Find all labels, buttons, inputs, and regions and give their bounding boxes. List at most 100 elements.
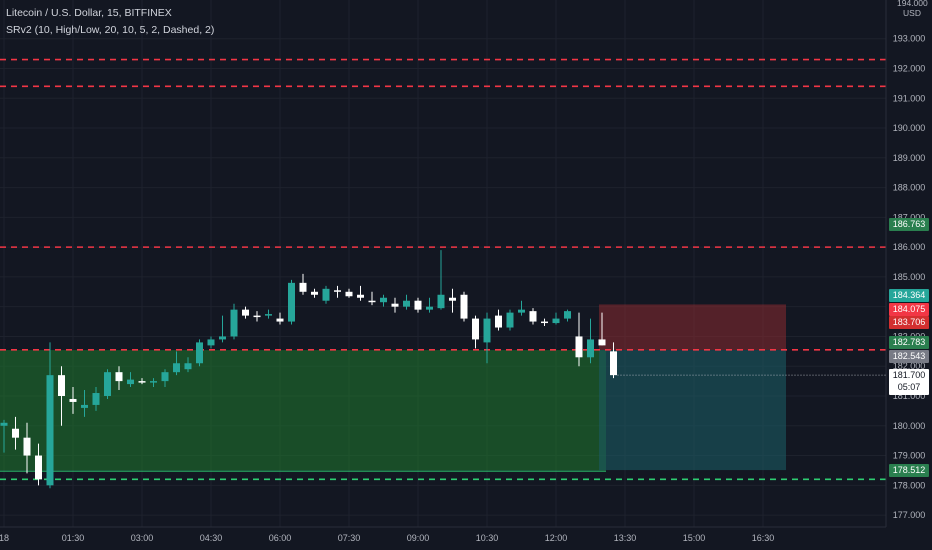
candle-up	[184, 357, 192, 373]
time-axis-ticks[interactable]: 18 01:30 03:00 04:30 06:00 07:30 09:00 10:30 12:…	[0, 533, 774, 543]
candle-body	[35, 455, 42, 480]
candle-body	[196, 342, 203, 364]
candle-body	[104, 372, 111, 396]
candle-down	[575, 312, 583, 367]
currency-label[interactable]: 194.000 USD	[897, 0, 928, 18]
candle-body	[610, 351, 617, 376]
candle-up	[506, 309, 514, 331]
price-tag: 178.512	[889, 463, 929, 477]
price-tick-label: 178.000	[893, 480, 926, 490]
candle-body	[12, 428, 19, 438]
candle-up	[150, 378, 157, 388]
price-tick-label: 192.000	[893, 63, 926, 73]
symbol-title[interactable]: Litecoin / U.S. Dollar, 15, BITFINEX	[6, 7, 172, 19]
candle-body	[345, 291, 353, 297]
candle-body	[265, 314, 272, 316]
time-tick-label: 13:30	[614, 533, 637, 543]
axis-top-price: 194.000	[897, 0, 928, 8]
price-tick-label: 186.000	[893, 242, 926, 252]
candle-body	[230, 309, 238, 337]
candle-down	[138, 378, 146, 385]
price-tag: 182.783	[889, 336, 929, 350]
candle-body	[414, 300, 422, 310]
candle-up	[207, 336, 215, 349]
long-position-zone	[0, 350, 606, 471]
candle-down	[449, 288, 456, 313]
time-tick-label: 03:00	[131, 533, 154, 543]
candle-down	[460, 291, 468, 322]
candle-up	[104, 369, 111, 399]
candle-up	[403, 294, 410, 310]
price-tag: 186.763	[889, 217, 929, 231]
candle-body	[426, 306, 433, 310]
candle-body	[46, 375, 54, 486]
price-tag: 182.543	[889, 349, 929, 363]
candle-up	[564, 309, 571, 322]
time-tick-label: 07:30	[338, 533, 361, 543]
candle-up	[46, 342, 54, 489]
candle-down	[276, 312, 284, 325]
candle-body	[219, 336, 226, 340]
price-tick-label: 180.000	[893, 421, 926, 431]
candle-body	[58, 375, 65, 396]
time-tick-label: 06:00	[269, 533, 292, 543]
candle-body	[81, 404, 88, 408]
indicator-legend[interactable]: SRv2 (10, High/Low, 20, 10, 5, 2, Dashed…	[6, 24, 215, 36]
candle-body	[138, 381, 146, 383]
candle-body	[311, 291, 318, 295]
candle-body	[437, 294, 445, 309]
price-tick-label: 193.000	[893, 34, 926, 44]
candle-up	[92, 387, 100, 411]
candle-down	[311, 288, 318, 298]
time-axis-panel	[0, 527, 932, 550]
candle-up	[322, 285, 330, 304]
price-tick-label: 188.000	[893, 183, 926, 193]
current-price-value: 181.700	[892, 370, 926, 381]
candle-down	[472, 315, 479, 349]
candle-up	[161, 369, 169, 388]
candles	[0, 250, 617, 489]
candle-down	[391, 297, 399, 313]
candle-down	[529, 308, 537, 325]
candle-down	[23, 422, 31, 474]
candle-body	[483, 318, 491, 343]
current-price-tag: 181.700 05:07	[889, 369, 929, 396]
candle-down	[610, 342, 617, 379]
price-tag: 184.364	[889, 289, 929, 303]
time-tick-label: 04:30	[200, 533, 223, 543]
candle-body	[368, 300, 376, 303]
candle-body	[472, 318, 479, 340]
projection-profit-zone	[599, 304, 786, 351]
candle-body	[403, 300, 410, 307]
candle-body	[161, 372, 169, 382]
price-tick-label: 182.000	[893, 361, 926, 371]
price-tick-label: 187.000	[893, 212, 926, 222]
candle-body	[115, 372, 123, 382]
candle-up	[288, 279, 295, 325]
candle-body	[598, 339, 606, 346]
candle-down	[115, 366, 123, 391]
position-zones	[0, 304, 786, 472]
candle-body	[449, 297, 456, 301]
candle-up	[127, 372, 134, 388]
candle-up	[587, 318, 594, 364]
candle-down	[58, 366, 65, 426]
price-tick-label: 179.000	[893, 451, 926, 461]
candle-down	[299, 273, 307, 295]
candle-down	[598, 312, 606, 346]
candle-down	[12, 416, 19, 450]
candle-down	[69, 387, 77, 414]
candle-body	[564, 311, 571, 319]
candle-body	[242, 309, 249, 316]
sr-levels	[0, 58, 886, 481]
candle-up	[0, 419, 8, 453]
candle-body	[299, 282, 307, 292]
candle-body	[150, 381, 157, 383]
candle-up	[196, 339, 203, 367]
time-tick-label: 10:30	[476, 533, 499, 543]
candle-body	[380, 297, 387, 303]
candle-up	[265, 309, 272, 319]
candle-body	[127, 379, 134, 385]
candle-body	[23, 437, 31, 456]
